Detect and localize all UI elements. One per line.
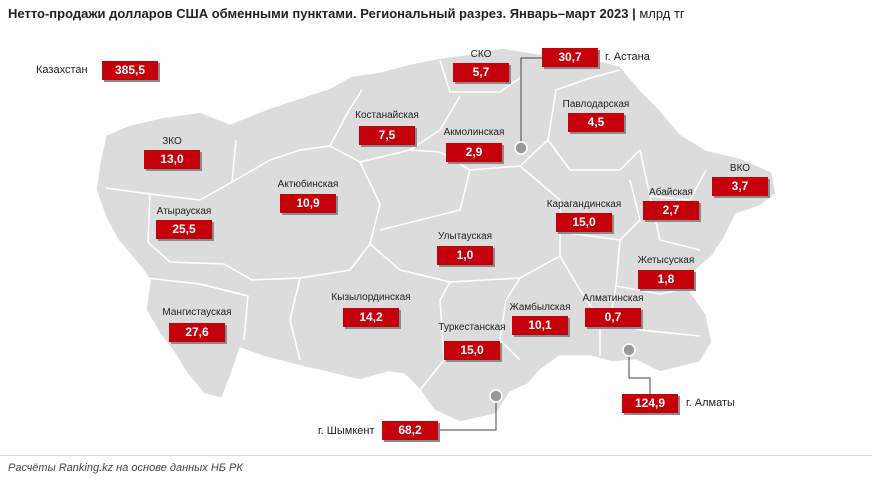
region-value-kostanay: 7,5 (359, 126, 415, 145)
almaty-marker-icon (622, 343, 636, 357)
region-value-ulytau: 1,0 (437, 246, 493, 265)
border-mangistau (145, 277, 249, 341)
source-note: Расчёты Ranking.kz на основе данных НБ Р… (8, 462, 243, 474)
region-label-turkestan: Туркестанская (438, 322, 506, 333)
city-label-shymkent: г. Шымкент (318, 425, 375, 437)
border-aktobe (231, 145, 381, 281)
title-text: Нетто-продажи долларов США обменными пун… (8, 6, 629, 21)
region-label-sko: СКО (470, 49, 492, 60)
region-value-pavlodar: 4,5 (568, 113, 624, 132)
border-sko (439, 59, 521, 93)
border-ulytau (369, 232, 561, 283)
region-value-mangistau: 27,6 (169, 323, 225, 342)
astana-marker-icon (514, 141, 528, 155)
footer-divider (0, 455, 872, 456)
total-value: 385,5 (102, 61, 158, 80)
city-value-astana: 30,7 (542, 48, 598, 67)
region-label-zhambyl: Жамбылская (509, 302, 571, 313)
region-label-atyrau: Атырауская (156, 206, 212, 217)
almaty-callout-line (628, 350, 651, 398)
region-value-zhetysu: 1,8 (638, 270, 694, 289)
region-label-zhetysu: Жетысуская (637, 255, 695, 266)
city-label-astana: г. Астана (605, 51, 650, 63)
region-value-vko: 3,7 (712, 177, 768, 196)
unit-label: млрд тг (639, 6, 685, 21)
total-label: Казахстан (36, 64, 88, 76)
chart-title: Нетто-продажи долларов США обменными пун… (8, 6, 685, 21)
border-zko (105, 139, 237, 201)
border-karaganda (379, 165, 641, 241)
region-value-zko: 13,0 (144, 150, 200, 169)
region-label-abay: Абайская (649, 187, 693, 198)
city-label-almaty: г. Алматы (686, 397, 735, 409)
region-label-mangistau: Мангистауская (162, 307, 232, 318)
region-value-abay: 2,7 (643, 201, 699, 220)
region-value-almaty-region: 0,7 (585, 308, 641, 327)
region-label-kyzylorda: Кызылординская (331, 292, 411, 303)
region-label-pavlodar: Павлодарская (562, 99, 630, 110)
region-value-kyzylorda: 14,2 (343, 308, 399, 327)
region-value-karaganda: 15,0 (556, 213, 612, 232)
region-label-almaty-region: Алматинская (582, 293, 644, 304)
callout-lines (412, 57, 651, 431)
city-value-shymkent: 68,2 (382, 421, 438, 440)
region-label-ulytau: Улытауская (437, 231, 493, 242)
border-atyrau (147, 193, 253, 281)
region-value-turkestan: 15,0 (444, 341, 500, 360)
border-kyzylorda (289, 277, 451, 391)
region-label-zko: ЗКО (162, 136, 182, 147)
region-value-atyrau: 25,5 (156, 220, 212, 239)
astana-callout-line (520, 57, 542, 148)
region-borders (105, 59, 707, 391)
region-label-akmola: Акмолинская (443, 127, 505, 138)
region-label-karaganda: Карагандинская (546, 199, 622, 210)
region-label-kostanay: Костанайская (355, 110, 419, 121)
city-value-almaty: 124,9 (622, 394, 678, 413)
border-pavlodar (547, 69, 641, 171)
city-markers (489, 141, 636, 403)
region-value-zhambyl: 10,1 (512, 316, 568, 335)
region-value-aktobe: 10,9 (280, 194, 336, 213)
shymkent-marker-icon (489, 389, 503, 403)
region-value-sko: 5,7 (453, 63, 509, 82)
border-zhetysu (615, 239, 689, 295)
region-value-akmola: 2,9 (446, 143, 502, 162)
region-label-aktobe: Актюбинская (277, 179, 339, 190)
border-zhambyl (499, 255, 601, 361)
region-label-vko: ВКО (729, 163, 751, 174)
kazakhstan-map (95, 47, 777, 431)
country-outline (95, 47, 777, 423)
shymkent-callout-line (412, 398, 497, 431)
